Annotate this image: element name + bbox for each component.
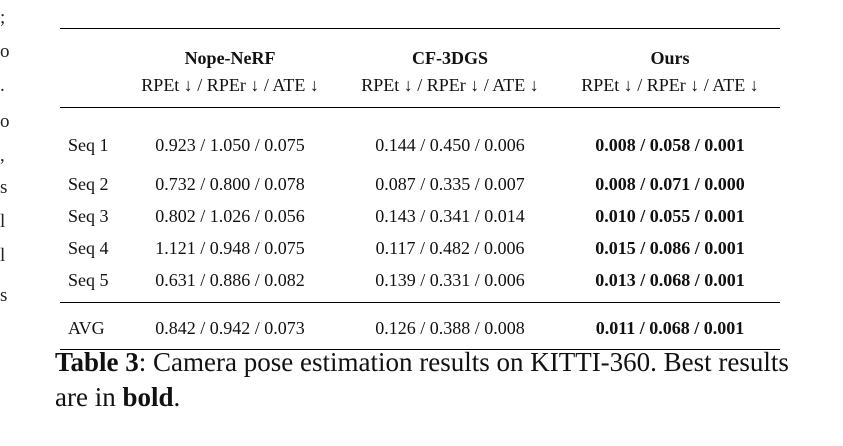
margin-glyph: o — [0, 111, 10, 132]
cell-cf-3dgs: 0.139 / 0.331 / 0.006 — [375, 269, 525, 290]
table-row: Seq 2 0.732 / 0.800 / 0.078 0.087 / 0.33… — [60, 168, 780, 200]
row-label: Seq 3 — [68, 205, 109, 226]
metric-header-row: RPEt ↓ / RPEr ↓ / ATE ↓ RPEt ↓ / RPEr ↓ … — [60, 73, 780, 108]
table-row: Seq 3 0.802 / 1.026 / 0.056 0.143 / 0.34… — [60, 200, 780, 232]
table-row: Seq 5 0.631 / 0.886 / 0.082 0.139 / 0.33… — [60, 264, 780, 303]
cell-ours: 0.010 / 0.055 / 0.001 — [595, 205, 745, 226]
left-margin-clipped-text: ; o . o , s l l s — [0, 0, 14, 446]
avg-cell-cf-3dgs: 0.126 / 0.388 / 0.008 — [375, 317, 525, 338]
table-caption: Table 3: Camera pose estimation results … — [55, 345, 815, 415]
cell-cf-3dgs: 0.117 / 0.482 / 0.006 — [375, 237, 525, 258]
avg-cell-ours: 0.011 / 0.068 / 0.001 — [595, 317, 745, 338]
table-row: Seq 1 0.923 / 1.050 / 0.075 0.144 / 0.45… — [60, 107, 780, 169]
cell-ours: 0.008 / 0.058 / 0.001 — [595, 134, 745, 155]
cell-ours: 0.013 / 0.068 / 0.001 — [595, 269, 745, 290]
empty-header-cell — [60, 73, 120, 108]
metric-header: RPEt ↓ / RPEr ↓ / ATE ↓ — [361, 75, 539, 95]
cell-nope-nerf: 0.631 / 0.886 / 0.082 — [155, 269, 305, 290]
caption-text: : Camera pose estimation results on KITT… — [55, 347, 789, 413]
caption-bold-word: bold — [122, 382, 174, 413]
avg-label: AVG — [68, 317, 105, 338]
empty-header-cell — [60, 29, 120, 74]
margin-glyph: ; — [0, 7, 6, 28]
margin-glyph: l — [0, 245, 6, 266]
avg-row: AVG 0.842 / 0.942 / 0.073 0.126 / 0.388 … — [60, 302, 780, 350]
row-label: Seq 2 — [68, 173, 109, 194]
caption-label: Table 3 — [55, 347, 139, 377]
cell-ours: 0.008 / 0.071 / 0.000 — [595, 173, 745, 194]
cell-nope-nerf: 0.802 / 1.026 / 0.056 — [155, 205, 305, 226]
metric-header: RPEt ↓ / RPEr ↓ / ATE ↓ — [141, 75, 319, 95]
table-row: Seq 4 1.121 / 0.948 / 0.075 0.117 / 0.48… — [60, 232, 780, 264]
cell-ours: 0.015 / 0.086 / 0.001 — [595, 237, 745, 258]
method-header-cf-3dgs: CF-3DGS — [412, 48, 489, 68]
margin-glyph: o — [0, 41, 10, 62]
row-label: Seq 4 — [68, 237, 109, 258]
row-label: Seq 1 — [68, 134, 109, 155]
cell-cf-3dgs: 0.143 / 0.341 / 0.014 — [375, 205, 525, 226]
margin-glyph: . — [0, 75, 5, 96]
cell-nope-nerf: 1.121 / 0.948 / 0.075 — [155, 237, 305, 258]
metric-header: RPEt ↓ / RPEr ↓ / ATE ↓ — [581, 75, 759, 95]
method-header-nope-nerf: Nope-NeRF — [184, 48, 276, 68]
margin-glyph: , — [0, 145, 5, 166]
cell-cf-3dgs: 0.087 / 0.335 / 0.007 — [375, 173, 525, 194]
margin-glyph: s — [0, 177, 8, 198]
cell-cf-3dgs: 0.144 / 0.450 / 0.006 — [375, 134, 525, 155]
results-table: Nope-NeRF CF-3DGS Ours RPEt ↓ / RPEr ↓ /… — [60, 28, 780, 350]
caption-period: . — [173, 382, 181, 413]
margin-glyph: l — [0, 211, 6, 232]
cell-nope-nerf: 0.732 / 0.800 / 0.078 — [155, 173, 305, 194]
method-header-ours: Ours — [650, 48, 690, 68]
avg-cell-nope-nerf: 0.842 / 0.942 / 0.073 — [155, 317, 305, 338]
method-header-row: Nope-NeRF CF-3DGS Ours — [60, 28, 780, 74]
row-label: Seq 5 — [68, 269, 109, 290]
margin-glyph: s — [0, 285, 8, 306]
cell-nope-nerf: 0.923 / 1.050 / 0.075 — [155, 134, 305, 155]
results-table-container: Nope-NeRF CF-3DGS Ours RPEt ↓ / RPEr ↓ /… — [60, 28, 780, 350]
